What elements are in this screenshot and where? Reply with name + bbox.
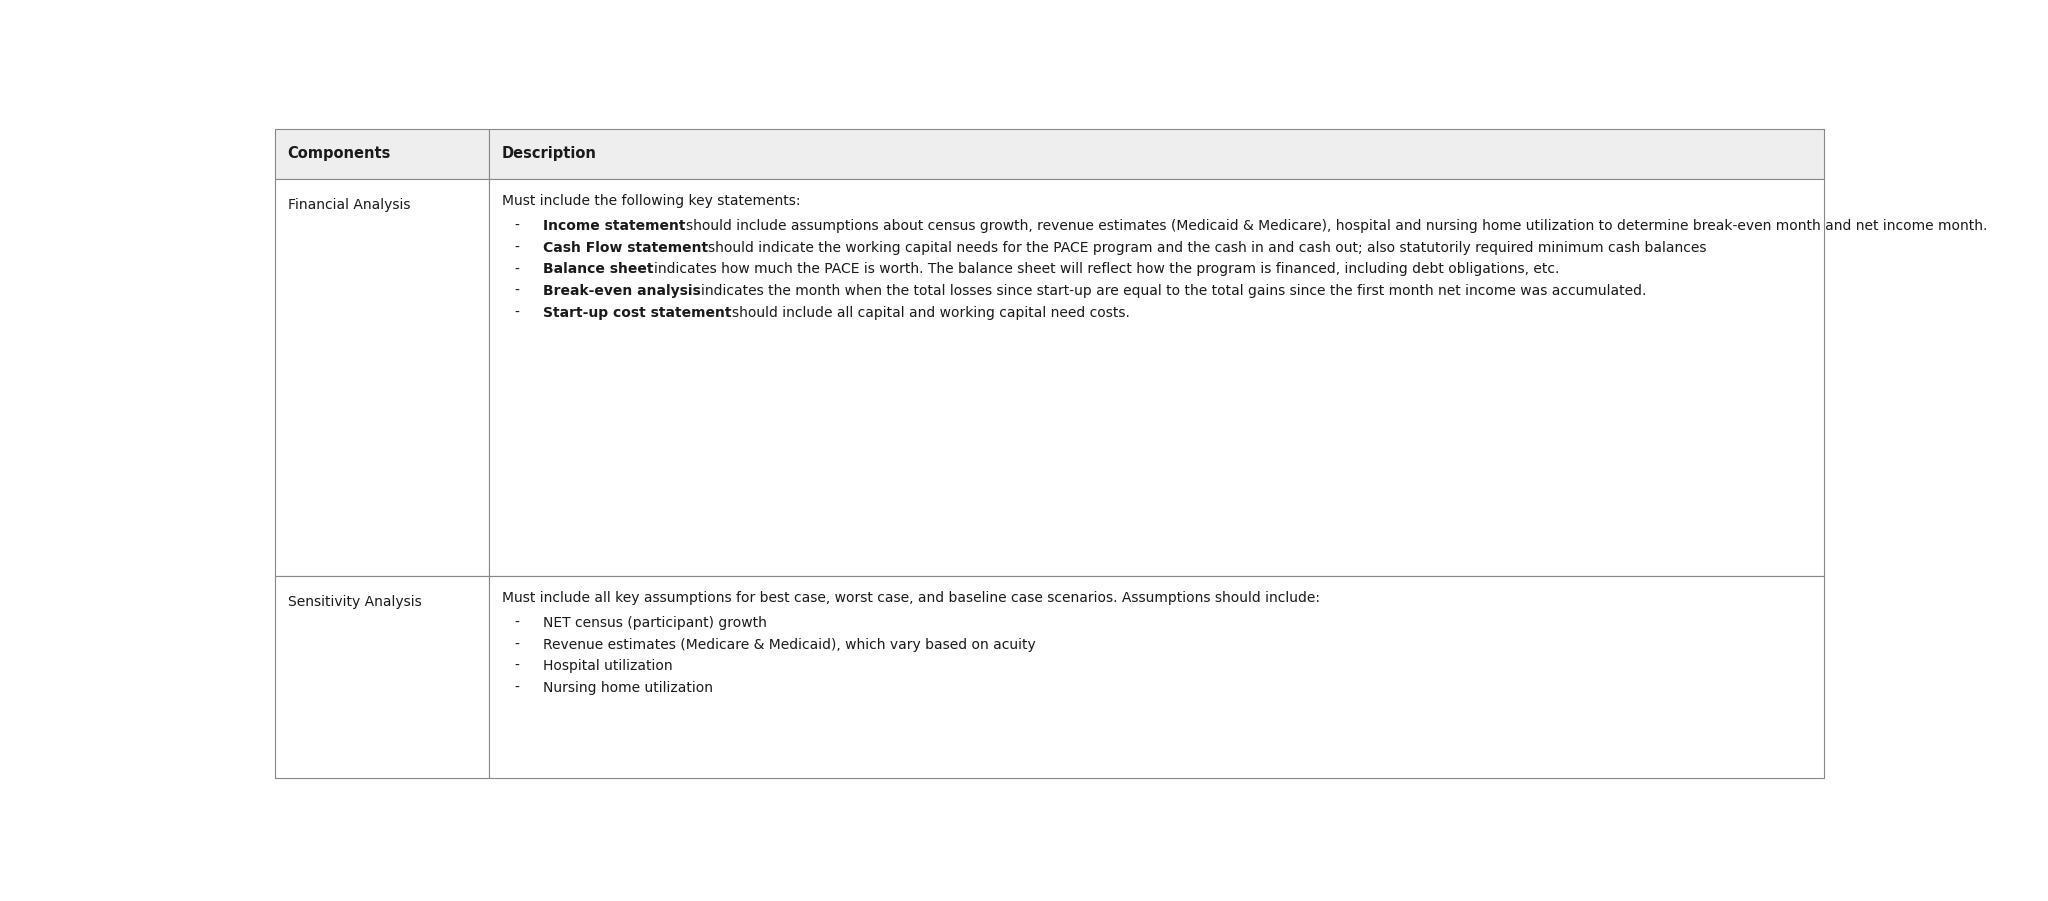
Text: Must include all key assumptions for best case, worst case, and baseline case sc: Must include all key assumptions for bes… xyxy=(502,591,1321,605)
Text: Cash Flow statement: Cash Flow statement xyxy=(543,241,709,255)
Text: indicates the month when the total losses since start-up are equal to the total : indicates the month when the total losse… xyxy=(700,284,1647,298)
Text: Hospital utilization: Hospital utilization xyxy=(543,660,674,673)
Text: -: - xyxy=(514,305,520,320)
Text: Break-even analysis: Break-even analysis xyxy=(543,284,700,298)
Text: Sensitivity Analysis: Sensitivity Analysis xyxy=(287,596,422,609)
Text: -: - xyxy=(514,615,520,630)
Bar xyxy=(489,129,1825,179)
Text: Description: Description xyxy=(502,146,596,161)
Bar xyxy=(274,179,489,576)
Bar xyxy=(489,179,1825,576)
Text: -: - xyxy=(514,241,520,255)
Text: -: - xyxy=(514,681,520,695)
Text: Must include the following key statements:: Must include the following key statement… xyxy=(502,194,801,208)
Text: indicates how much the PACE is worth. The balance sheet will reflect how the pro: indicates how much the PACE is worth. Th… xyxy=(653,262,1559,277)
Text: Start-up cost statement: Start-up cost statement xyxy=(543,305,731,320)
Text: -: - xyxy=(514,284,520,298)
Text: should include all capital and working capital need costs.: should include all capital and working c… xyxy=(731,305,1130,320)
Text: -: - xyxy=(514,219,520,233)
Text: should indicate the working capital needs for the PACE program and the cash in a: should indicate the working capital need… xyxy=(709,241,1706,255)
Bar xyxy=(274,129,489,179)
Text: -: - xyxy=(514,638,520,651)
Text: Income statement: Income statement xyxy=(543,219,686,233)
Text: -: - xyxy=(514,660,520,673)
Text: NET census (participant) growth: NET census (participant) growth xyxy=(543,615,768,630)
Bar xyxy=(274,576,489,778)
Text: should include assumptions about census growth, revenue estimates (Medicaid & Me: should include assumptions about census … xyxy=(686,219,1987,233)
Text: Financial Analysis: Financial Analysis xyxy=(287,198,410,213)
Text: Components: Components xyxy=(287,146,391,161)
Bar xyxy=(489,576,1825,778)
Text: Nursing home utilization: Nursing home utilization xyxy=(543,681,713,695)
Text: Revenue estimates (Medicare & Medicaid), which vary based on acuity: Revenue estimates (Medicare & Medicaid),… xyxy=(543,638,1036,651)
Text: -: - xyxy=(514,262,520,277)
Text: Balance sheet: Balance sheet xyxy=(543,262,653,277)
